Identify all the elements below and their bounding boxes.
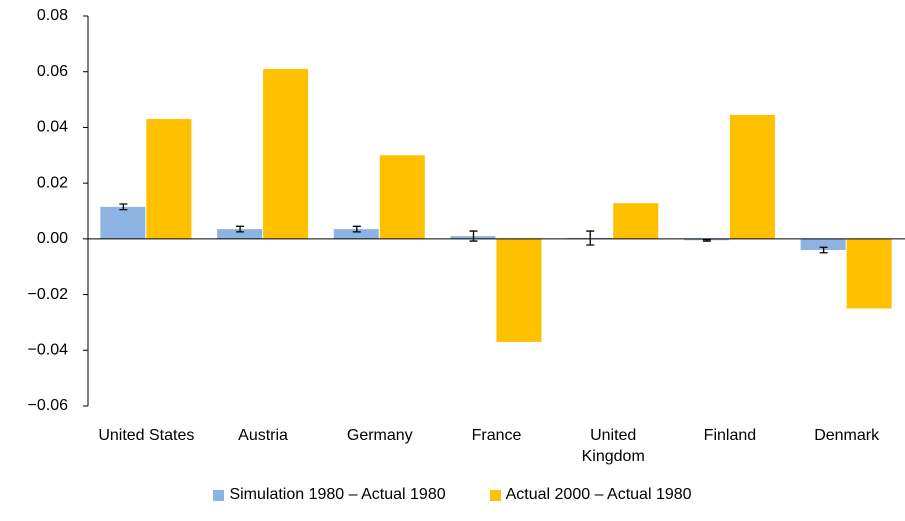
legend-swatch xyxy=(489,489,501,501)
bar xyxy=(146,119,192,239)
legend-item: Actual 2000 – Actual 1980 xyxy=(489,486,692,504)
bar xyxy=(496,238,542,342)
bar xyxy=(333,229,379,239)
y-tick-label: 0.04 xyxy=(37,119,68,136)
legend-item: Simulation 1980 – Actual 1980 xyxy=(213,486,446,504)
error-bar xyxy=(236,225,245,233)
error-bar xyxy=(119,203,128,211)
x-tick-label: United States xyxy=(98,427,195,444)
bar xyxy=(613,203,659,239)
bar xyxy=(729,114,775,239)
y-tick-label: −0.04 xyxy=(28,342,69,359)
x-tick-label: Finland xyxy=(703,427,757,444)
legend-label: Simulation 1980 – Actual 1980 xyxy=(229,486,446,503)
bar xyxy=(846,238,892,309)
x-tick-label: United Kingdom xyxy=(581,427,645,465)
bar xyxy=(217,229,263,239)
bar xyxy=(379,155,425,239)
y-tick-label: 0.06 xyxy=(37,63,68,80)
error-bar xyxy=(819,246,828,254)
y-tick-label: 0.02 xyxy=(37,174,68,191)
legend: Simulation 1980 – Actual 1980 Actual 2000… xyxy=(0,486,905,504)
bar xyxy=(800,238,846,250)
error-bar xyxy=(469,230,478,242)
bar xyxy=(100,206,146,239)
error-bar xyxy=(702,238,711,242)
y-tick-label: 0.08 xyxy=(37,7,68,24)
y-tick-label: −0.06 xyxy=(28,397,69,414)
legend-swatch xyxy=(213,489,225,501)
x-tick-label: Denmark xyxy=(814,427,880,444)
y-tick-label: 0.00 xyxy=(37,230,68,247)
x-tick-label: Austria xyxy=(238,427,288,444)
bar xyxy=(263,68,309,239)
x-tick-label: Germany xyxy=(346,427,413,444)
error-bar xyxy=(586,230,595,246)
legend-label: Actual 2000 – Actual 1980 xyxy=(505,486,692,503)
x-tick-label: France xyxy=(471,427,522,444)
error-bar xyxy=(352,225,361,233)
y-tick-label: −0.02 xyxy=(28,286,69,303)
